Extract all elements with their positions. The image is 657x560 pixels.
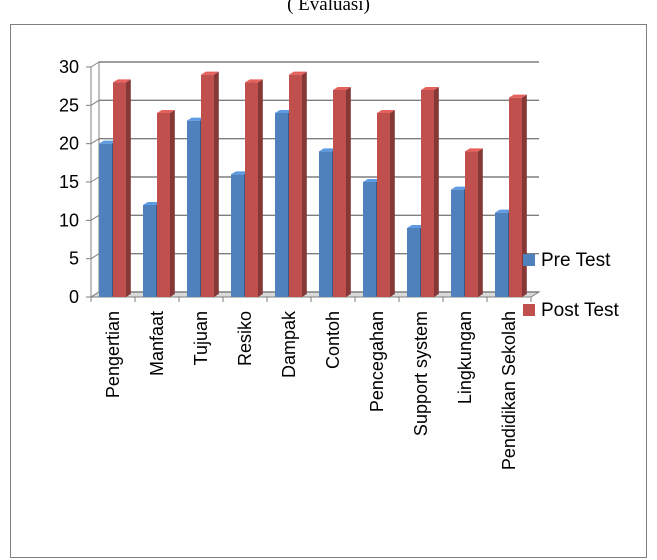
- gridline-side: [90, 253, 100, 260]
- bar: [509, 94, 527, 298]
- x-tick-label: Manfaat: [147, 311, 167, 376]
- x-tick-label: Pencegahan: [367, 311, 387, 412]
- x-tick-label: Dampak: [279, 310, 299, 378]
- y-tick-label: 5: [69, 249, 79, 269]
- y-tick-label: 0: [69, 287, 79, 307]
- legend-swatch: [523, 304, 535, 316]
- y-tick-label: 25: [59, 95, 79, 115]
- x-tick-label: Lingkungan: [455, 311, 475, 404]
- chart-frame: 0 5 10 15 20 25 30 Pengertian Manfaat Tujuan Resi…: [10, 24, 647, 558]
- x-tick-label: Pendidikan Sekolah: [499, 311, 519, 470]
- gridline-side: [90, 138, 100, 145]
- bar-chart: 0 5 10 15 20 25 30 Pengertian Manfaat Tujuan Resi…: [59, 57, 620, 470]
- gridline-side: [90, 176, 100, 183]
- x-tick-labels: Pengertian Manfaat Tujuan Resiko Dampak Conto…: [103, 310, 519, 470]
- gridline-side: [90, 99, 100, 106]
- bar: [201, 71, 219, 297]
- bar: [377, 110, 395, 297]
- legend-label: Pre Test: [541, 250, 611, 271]
- y-tick-label: 30: [59, 57, 79, 77]
- gridline-side: [90, 61, 100, 68]
- bars: [99, 71, 527, 298]
- bar: [421, 87, 439, 297]
- legend: Pre Test Post Test: [523, 250, 620, 321]
- x-tick-label: Support system: [411, 311, 431, 436]
- figure-caption: ( Evaluasi): [287, 0, 370, 15]
- bar: [157, 110, 175, 297]
- gridline-side: [90, 291, 100, 298]
- gridline-side: [90, 214, 100, 221]
- bar: [465, 148, 483, 297]
- x-tick-label: Tujuan: [191, 311, 211, 365]
- legend-swatch: [523, 254, 535, 266]
- y-tick-label: 10: [59, 210, 79, 230]
- bar: [245, 79, 263, 297]
- bar: [113, 79, 131, 297]
- x-tick-label: Resiko: [235, 311, 255, 366]
- x-tick-label: Pengertian: [103, 311, 123, 398]
- y-tick-labels: 0 5 10 15 20 25 30: [59, 57, 79, 307]
- y-tick-label: 15: [59, 172, 79, 192]
- legend-label: Post Test: [541, 300, 620, 321]
- y-tick-label: 20: [59, 134, 79, 154]
- bar: [333, 87, 351, 297]
- x-tick-label: Contoh: [323, 311, 343, 369]
- bar: [289, 71, 307, 297]
